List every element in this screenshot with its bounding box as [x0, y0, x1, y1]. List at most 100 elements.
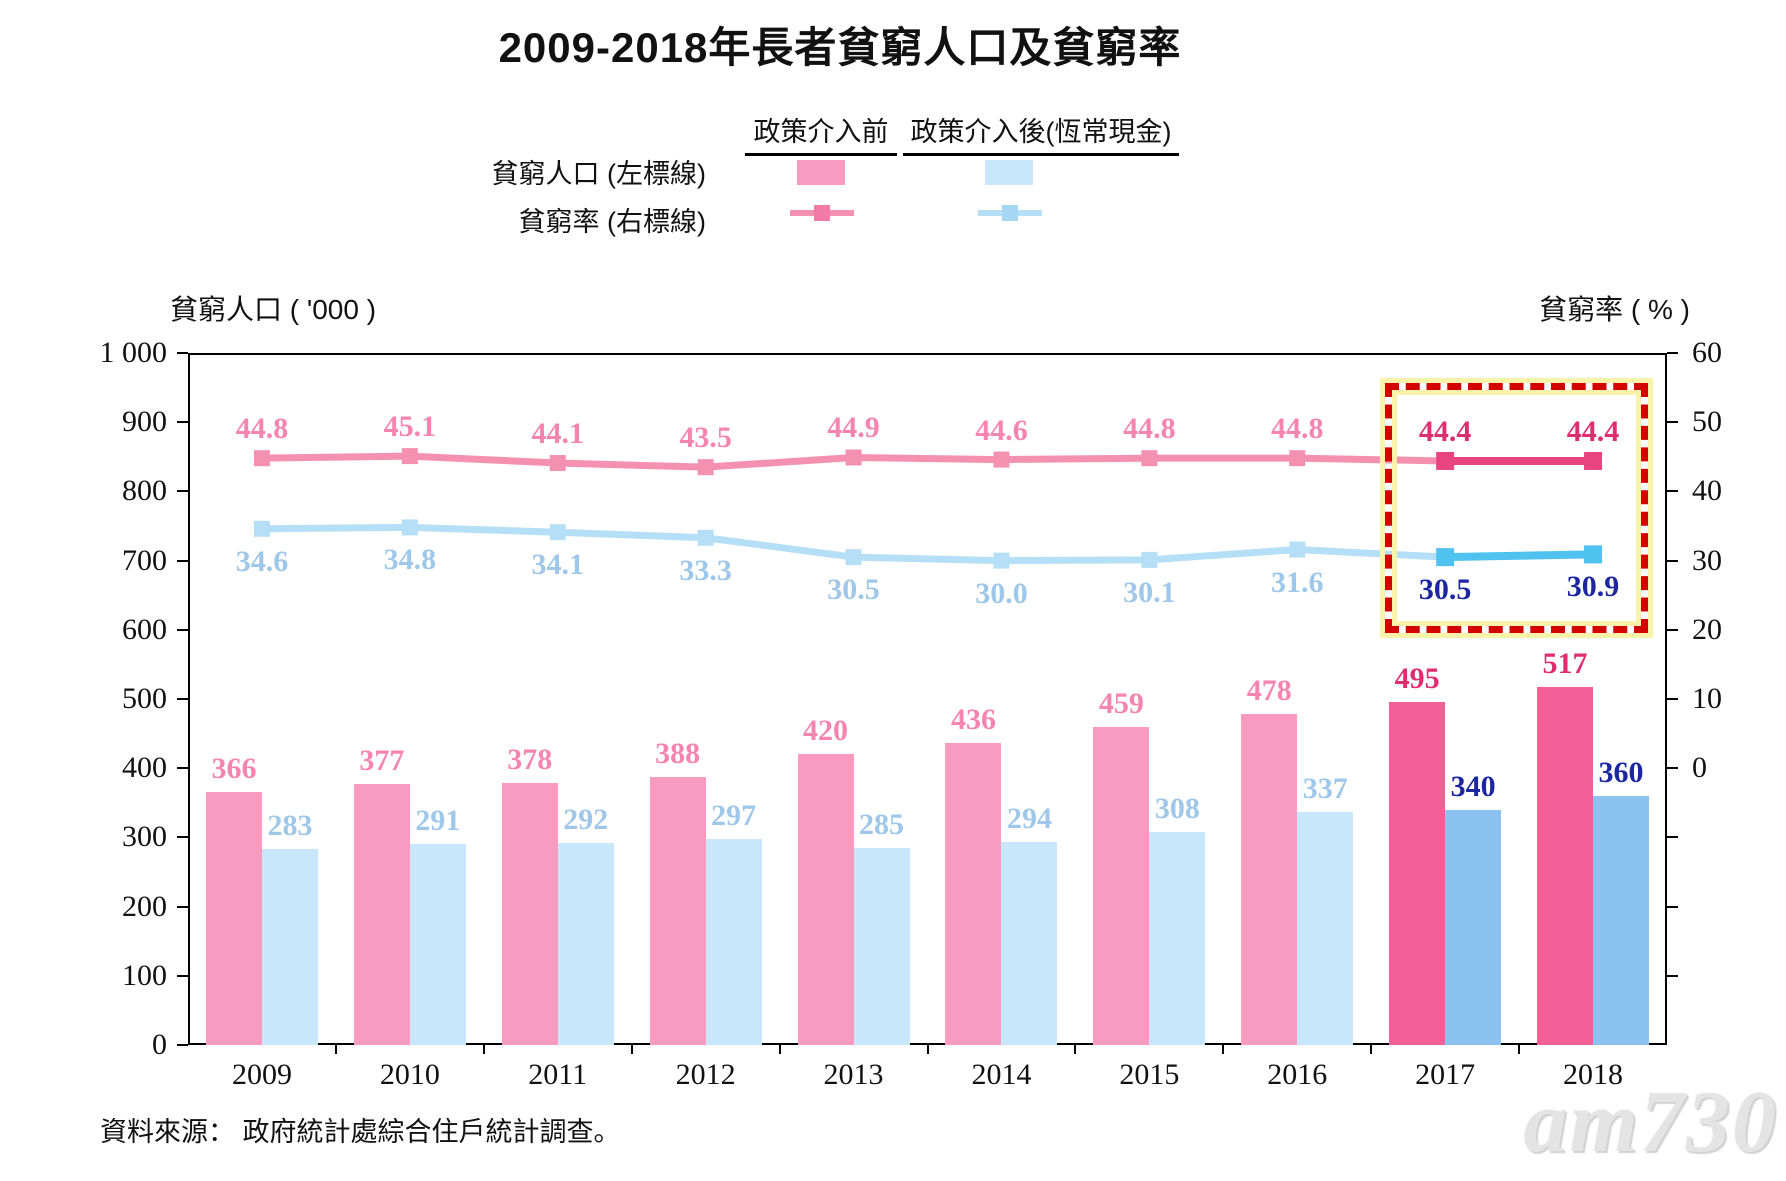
rate-label-before-policy-2013: 44.9	[827, 411, 880, 445]
left-axis-tick	[177, 559, 188, 562]
highlight-box-2017-2018	[1385, 383, 1648, 633]
right-axis-tick-label: 40	[1692, 474, 1722, 508]
x-axis-year-label: 2013	[823, 1058, 884, 1091]
x-axis-tick	[778, 1045, 781, 1054]
line-rate-after-policy-marker	[845, 549, 862, 566]
bar-after-policy-2017	[1445, 809, 1502, 1045]
rate-label-before-policy-2009: 44.8	[235, 412, 289, 446]
line-rate-before-policy-marker	[549, 455, 566, 472]
left-axis-tick-label: 800	[122, 474, 167, 508]
x-axis-tick	[482, 1045, 485, 1054]
bar-after-policy-2016	[1297, 811, 1354, 1045]
rate-label-before-policy-2010: 45.1	[383, 410, 437, 444]
bar-label-after-policy-2016: 337	[1302, 771, 1348, 805]
x-axis-year-label: 2016	[1267, 1058, 1328, 1091]
bar-before-policy-2013	[797, 754, 854, 1045]
line-rate-after-policy-marker	[253, 520, 270, 537]
left-axis-tick-label: 200	[122, 889, 167, 923]
right-axis-tick	[1667, 836, 1678, 839]
rate-label-before-policy-2012: 43.5	[679, 421, 732, 455]
right-axis-tick	[1667, 352, 1678, 354]
right-axis-tick	[1667, 628, 1678, 631]
line-rate-before-policy-marker	[1141, 450, 1158, 467]
bar-label-before-policy-2010: 377	[359, 744, 405, 778]
right-axis-tick-label: 50	[1692, 405, 1722, 439]
rate-label-before-policy-2017: 44.4	[1418, 414, 1472, 448]
line-rate-after-policy-marker	[1289, 541, 1306, 558]
legend-swatch-line-blue	[978, 203, 1042, 223]
source-note: 資料來源： 政府統計處綜合住戶統計調查。	[100, 1117, 621, 1147]
rate-label-after-policy-2016: 31.6	[1271, 565, 1324, 599]
line-rate-after-policy-marker	[549, 524, 566, 541]
legend-swatch-bar-blue	[985, 160, 1033, 185]
left-axis-tick	[177, 974, 188, 977]
left-axis-tick	[177, 352, 188, 354]
bar-after-policy-2010	[409, 843, 466, 1045]
left-axis-tick	[177, 767, 188, 770]
bar-after-policy-2013	[853, 847, 910, 1045]
bar-label-before-policy-2013: 420	[803, 714, 849, 748]
bar-before-policy-2011	[501, 783, 558, 1045]
bar-before-policy-2010	[353, 784, 410, 1045]
x-axis-year-label: 2011	[528, 1058, 588, 1091]
line-rate-before-policy-marker	[1584, 451, 1603, 470]
watermark-am730: am730	[1523, 1074, 1778, 1171]
rate-label-before-policy-2018: 44.4	[1566, 414, 1620, 448]
bar-label-after-policy-2010: 291	[415, 803, 461, 837]
bar-label-before-policy-2011: 378	[507, 743, 553, 777]
bar-label-after-policy-2012: 297	[711, 799, 757, 833]
rate-label-after-policy-2015: 30.1	[1123, 575, 1176, 609]
right-axis-tick	[1667, 559, 1678, 562]
left-axis-tick-label: 900	[122, 405, 167, 439]
x-axis-tick	[630, 1045, 633, 1054]
rate-label-before-policy-2011: 44.1	[531, 417, 585, 451]
bar-after-policy-2014	[1001, 841, 1058, 1045]
bar-before-policy-2016	[1241, 714, 1298, 1045]
x-axis-tick	[1370, 1045, 1373, 1054]
bar-after-policy-2018	[1593, 795, 1650, 1045]
left-axis-tick-label: 300	[122, 820, 167, 854]
legend-header-before-policy: 政策介入前	[745, 110, 897, 156]
right-axis-tick	[1667, 490, 1678, 493]
line-rate-before-policy-marker	[697, 459, 714, 476]
line-rate-after-policy-marker	[1436, 548, 1455, 567]
bar-label-before-policy-2012: 388	[655, 736, 701, 770]
rate-label-after-policy-2014: 30.0	[975, 576, 1028, 610]
left-axis-tick	[177, 1044, 188, 1046]
rate-label-after-policy-2018: 30.9	[1566, 570, 1620, 604]
left-axis-tick	[177, 421, 188, 424]
left-axis-tick	[177, 628, 188, 631]
right-axis-tick	[1667, 421, 1678, 424]
line-rate-after-policy-marker	[697, 529, 714, 546]
line-rate-after-policy-marker	[1141, 551, 1158, 568]
chart-title: 2009-2018年長者貧窮人口及貧窮率	[498, 24, 1182, 71]
bar-after-policy-2009	[261, 849, 318, 1045]
right-axis-tick	[1667, 767, 1678, 770]
x-axis-tick	[1518, 1045, 1521, 1054]
line-rate-before-policy-marker	[845, 449, 862, 466]
rate-label-after-policy-2009: 34.6	[235, 544, 289, 578]
x-axis-tick	[926, 1045, 929, 1054]
legend-label-poverty-rate: 貧窮率 (右標線)	[518, 207, 706, 237]
line-rate-after-policy-marker	[1584, 545, 1603, 564]
right-axis-tick-label: 30	[1692, 543, 1722, 577]
bar-label-before-policy-2018: 517	[1542, 647, 1588, 681]
x-axis-tick	[1222, 1045, 1225, 1054]
left-axis-tick-label: 500	[122, 682, 167, 715]
bar-label-after-policy-2014: 294	[1006, 801, 1052, 835]
bar-label-after-policy-2015: 308	[1154, 791, 1200, 825]
x-axis-year-label: 2012	[675, 1058, 736, 1091]
left-axis-title: 貧窮人口 ( '000 )	[170, 294, 377, 325]
x-axis-year-label: 2009	[231, 1058, 292, 1091]
right-axis-title: 貧窮率 ( % )	[1539, 294, 1690, 325]
legend-header-after-policy: 政策介入後(恆常現金)	[903, 110, 1179, 156]
x-axis-year-label: 2014	[971, 1058, 1032, 1091]
line-rate-before-policy-marker	[253, 450, 270, 467]
bar-label-after-policy-2013: 285	[859, 807, 905, 841]
rate-label-before-policy-2014: 44.6	[975, 413, 1028, 447]
bar-before-policy-2012	[649, 776, 706, 1045]
right-axis-tick-label: 20	[1692, 612, 1722, 646]
rate-label-after-policy-2010: 34.8	[383, 543, 437, 577]
bar-label-after-policy-2018: 360	[1598, 755, 1644, 789]
bar-label-before-policy-2015: 459	[1098, 687, 1144, 721]
